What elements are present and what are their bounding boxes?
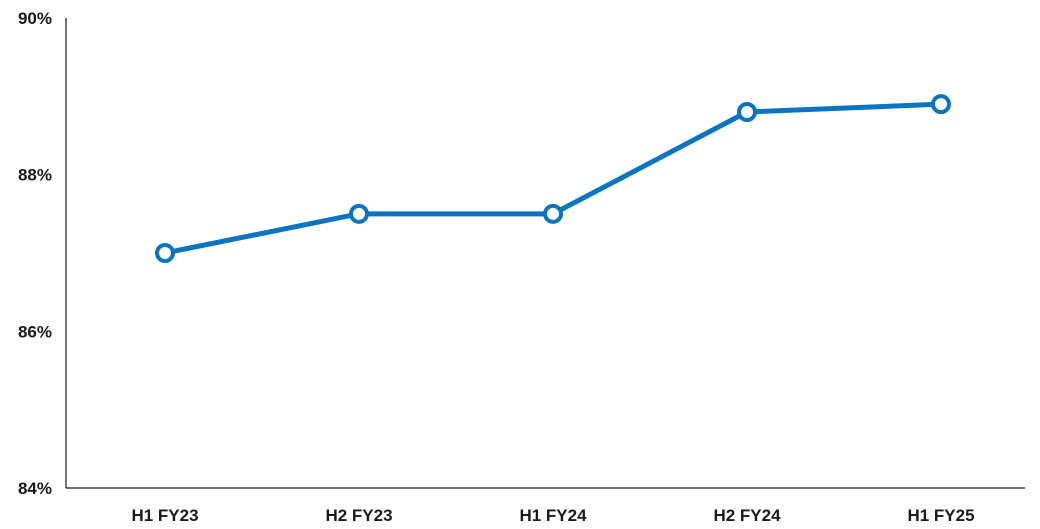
x-tick-label: H2 FY24 — [713, 506, 781, 525]
data-point — [543, 203, 563, 224]
x-tick-label: H1 FY25 — [907, 506, 974, 525]
y-tick-labels: 84% 86% 88% 90% — [18, 9, 52, 498]
x-tick-label: H2 FY23 — [325, 506, 392, 525]
x-tick-labels: H1 FY23 H2 FY23 H1 FY24 H2 FY24 H1 FY25 — [131, 506, 974, 525]
x-tick-label: H1 FY23 — [131, 506, 198, 525]
data-point — [931, 94, 951, 115]
series-group — [155, 94, 951, 263]
y-tick-label: 88% — [18, 166, 52, 185]
data-point — [155, 243, 175, 263]
series-line — [162, 101, 944, 256]
data-point — [349, 203, 369, 224]
data-point — [737, 102, 757, 122]
y-tick-label: 90% — [18, 9, 52, 28]
x-tick-label: H1 FY24 — [519, 506, 587, 525]
axes — [65, 18, 1025, 489]
y-tick-label: 86% — [18, 322, 52, 341]
y-tick-label: 84% — [18, 479, 52, 498]
